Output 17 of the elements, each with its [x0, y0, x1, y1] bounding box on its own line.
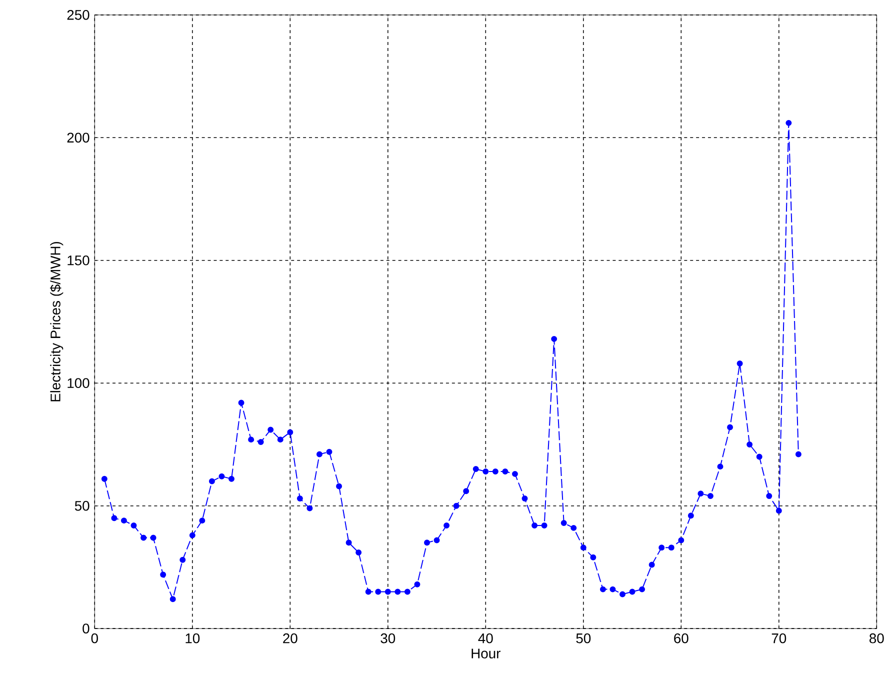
- x-tick-label: 20: [283, 633, 298, 644]
- x-tick-label: 70: [772, 633, 786, 644]
- x-tick-label: 30: [380, 633, 396, 644]
- x-tick-label: 50: [576, 633, 591, 644]
- x-tick-label: 0: [91, 633, 98, 644]
- y-tick-label: 50: [74, 500, 90, 511]
- x-tick-label: 60: [674, 633, 688, 644]
- y-tick-label: 100: [68, 378, 90, 388]
- y-tick-label: 150: [68, 255, 90, 266]
- y-tick-label: 200: [67, 132, 90, 142]
- y-axis-title: Electricity Prices ($/MWH): [50, 242, 64, 402]
- x-tick-label: 10: [186, 633, 200, 644]
- y-tick-label: 250: [67, 10, 90, 20]
- x-tick-label: 80: [870, 633, 884, 644]
- x-axis-title: Hour: [472, 648, 500, 658]
- x-tick-label: 40: [478, 633, 493, 644]
- y-tick-label: 0: [82, 623, 90, 634]
